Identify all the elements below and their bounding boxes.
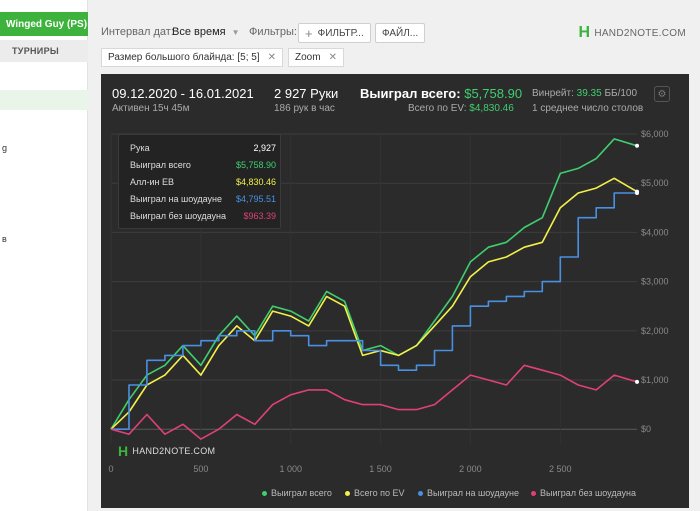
won-total-value: $5,758.90 xyxy=(464,86,523,101)
tooltip-value: $4,795.51 xyxy=(235,194,276,204)
h2n-logo-icon: H xyxy=(118,443,129,459)
legend-item[interactable]: Выиграл без шоудауна xyxy=(531,488,636,498)
date-range: 09.12.2020 - 16.01.2021 xyxy=(112,86,254,101)
sidebar-header-tournaments[interactable]: ТУРНИРЫ xyxy=(0,40,88,62)
user-selector-button[interactable]: Winged Guy (PS) ▼ xyxy=(0,12,88,36)
legend-item[interactable]: Выиграл на шоудауне xyxy=(418,488,519,498)
chevron-down-icon: ▼ xyxy=(231,28,240,37)
legend-label: Выиграл без шоудауна xyxy=(540,488,636,498)
x-tick-label: 2 500 xyxy=(549,464,572,474)
hands-per-hour: 186 рук в час xyxy=(274,103,335,114)
won-total: Выиграл всего: $5,758.90 xyxy=(360,86,522,101)
tooltip-row: Алл-ин EB $4,830.46 xyxy=(130,177,276,193)
avg-tables: 1 среднее число столов xyxy=(532,103,644,114)
brand-logo-text: HAND2NOTE.COM xyxy=(594,27,686,39)
tooltip-label: Алл-ин EB xyxy=(130,177,175,187)
profit-chart: 0 500 1 000 1 500 2 000 2 500 $0$1,000$2,000$… xyxy=(108,129,669,474)
tooltip-label: Выиграл на шоудауне xyxy=(130,194,222,204)
winrate: Винрейт: 39.35 ББ/100 xyxy=(532,88,637,99)
legend-label: Выиграл всего xyxy=(271,488,332,498)
filter-chip-zoom[interactable]: Zoom ✕ xyxy=(288,48,344,67)
x-tick-label: 1 000 xyxy=(279,464,302,474)
legend-dot-icon xyxy=(262,490,267,496)
series-end-point xyxy=(635,191,639,196)
series-line-1 xyxy=(110,177,638,430)
x-tick-label: 0 xyxy=(108,464,113,474)
tooltip-value: $963.39 xyxy=(243,211,276,221)
winrate-label: Винрейт: xyxy=(532,88,574,99)
won-total-label: Выиграл всего: xyxy=(360,86,461,101)
close-icon[interactable]: ✕ xyxy=(328,52,337,63)
brand-logo: H HAND2NOTE.COM xyxy=(578,24,686,42)
file-button-label: ФАЙЛ... xyxy=(382,27,419,39)
ev-total-value: $4,830.46 xyxy=(469,103,514,114)
file-button[interactable]: ФАЙЛ... xyxy=(375,23,426,43)
x-tick-label: 1 500 xyxy=(369,464,392,474)
user-name: Winged Guy (PS) xyxy=(6,18,88,30)
legend-dot-icon xyxy=(345,490,350,496)
y-tick-label: $0 xyxy=(641,424,651,434)
legend-label: Всего по EV xyxy=(354,488,405,498)
sidebar-item[interactable] xyxy=(0,68,88,88)
chart-series xyxy=(110,138,639,440)
add-filter-button[interactable]: + ФИЛЬТР... xyxy=(298,23,371,43)
ev-total-label: Всего по EV: xyxy=(408,103,467,114)
filter-chip-label: Размер большого блайнда: [5; 5] xyxy=(108,52,260,63)
add-filter-label: ФИЛЬТР... xyxy=(317,27,364,39)
tooltip-value: 2,927 xyxy=(253,143,276,153)
tooltip-row: Выиграл на шоудауне $4,795.51 xyxy=(130,194,276,210)
date-interval-value: Все время xyxy=(172,26,226,38)
h2n-logo-icon: H xyxy=(578,24,591,41)
tooltip-row: Рука 2,927 xyxy=(130,143,276,159)
series-line-3 xyxy=(110,364,638,440)
sidebar: Winged Guy (PS) ▼ ТУРНИРЫ g в xyxy=(0,0,88,511)
date-interval-label: Интервал дат: xyxy=(101,26,174,38)
filter-chip-label: Zoom xyxy=(295,52,321,63)
y-tick-label: $2,000 xyxy=(641,326,669,336)
tooltip-row: Выиграл всего $5,758.90 xyxy=(130,160,276,176)
tooltip-value: $5,758.90 xyxy=(235,160,276,170)
tooltip-label: Выиграл всего xyxy=(130,160,191,170)
ev-total: Всего по EV: $4,830.46 xyxy=(408,103,514,114)
winrate-value: 39.35 xyxy=(576,88,602,99)
active-time: Активен 15ч 45м xyxy=(112,103,190,114)
chart-watermark-text: HAND2NOTE.COM xyxy=(132,446,216,456)
y-tick-label: $6,000 xyxy=(641,129,669,139)
y-tick-label: $1,000 xyxy=(641,375,669,385)
legend-label: Выиграл на шоудауне xyxy=(427,488,519,498)
filter-chip-big-blind[interactable]: Размер большого блайнда: [5; 5] ✕ xyxy=(101,48,283,67)
y-tick-label: $4,000 xyxy=(641,227,669,237)
winrate-unit: ББ/100 xyxy=(604,88,638,99)
sidebar-item-selected[interactable] xyxy=(0,90,88,110)
sidebar-item-fragment[interactable]: в xyxy=(2,234,7,244)
legend-item[interactable]: Выиграл всего xyxy=(262,488,332,498)
legend-dot-icon xyxy=(531,490,536,496)
y-tick-label: $5,000 xyxy=(641,178,669,188)
series-line-0 xyxy=(110,138,638,430)
tooltip-label: Выиграл без шоудауна xyxy=(130,211,226,221)
x-axis-ticks: 0 500 1 000 1 500 2 000 2 500 xyxy=(108,464,571,474)
hands-count: 2 927 Руки xyxy=(274,86,339,101)
tooltip-value: $4,830.46 xyxy=(235,177,276,187)
hover-tooltip: Рука 2,927 Выиграл всего $5,758.90 Алл-ин EB… xyxy=(118,134,281,229)
sidebar-item-fragment[interactable]: g xyxy=(2,143,8,153)
y-axis-ticks: $0 $1,000 $2,000 $3,000 $4,000 $5,000 $6,000 xyxy=(641,129,669,434)
date-interval-select[interactable]: Все время ▼ xyxy=(172,26,240,38)
y-tick-label: $3,000 xyxy=(641,277,669,287)
chart-watermark: H HAND2NOTE.COM xyxy=(118,443,215,459)
series-end-point xyxy=(635,143,639,148)
tooltip-row: Выиграл без шоудауна $963.39 xyxy=(130,211,276,227)
plus-icon: + xyxy=(305,25,313,41)
series-end-point xyxy=(635,379,639,384)
tooltip-label: Рука xyxy=(130,143,150,153)
series-line-2 xyxy=(111,192,637,431)
legend-item[interactable]: Всего по EV xyxy=(345,488,404,498)
gear-icon[interactable]: ⚙ xyxy=(654,86,670,102)
x-tick-label: 2 000 xyxy=(459,464,482,474)
close-icon[interactable]: ✕ xyxy=(267,52,276,63)
filters-label: Фильтры: xyxy=(249,26,297,38)
x-tick-label: 500 xyxy=(193,464,208,474)
legend-dot-icon xyxy=(418,490,423,496)
